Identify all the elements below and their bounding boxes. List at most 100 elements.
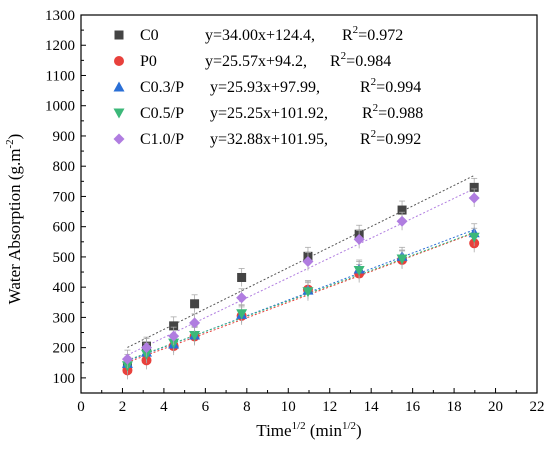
legend-name-c1-0-p: C1.0/P <box>140 131 184 148</box>
data-point-c0 <box>169 321 179 331</box>
y-axis-title: Water Absorption (g.m-2) <box>4 134 24 305</box>
legend-r2-c0-3-p: R2=0.994 <box>360 76 421 96</box>
fit-line-c0-5-p <box>127 231 475 361</box>
x-axis-title-close: ) <box>356 421 362 440</box>
x-axis-title: Time1/2 (min1/2) <box>256 420 361 440</box>
legend-name-p0: P0 <box>140 53 157 70</box>
x-tick-label: 2 <box>119 399 127 415</box>
x-tick-label: 4 <box>160 399 168 415</box>
y-tick-label: 1300 <box>45 8 75 24</box>
y-tick-label: 1100 <box>46 68 75 84</box>
y-tick-label: 700 <box>53 189 76 205</box>
x-tick-label: 0 <box>77 399 85 415</box>
legend-r2-label: R <box>360 131 371 148</box>
x-tick-label: 20 <box>488 399 503 415</box>
x-tick-label: 12 <box>322 399 337 415</box>
data-point-c1-0-p <box>189 317 201 329</box>
y-axis-title-main: Water Absorption (g.m <box>5 148 24 304</box>
x-tick-label: 16 <box>405 399 421 415</box>
x-axis-title-main: Time <box>256 421 291 440</box>
x-axis-title-unit: (min <box>306 421 343 440</box>
y-tick-label: 600 <box>53 220 76 236</box>
legend-marker-p0 <box>114 56 124 66</box>
legend-r2-sup: 2 <box>373 102 379 114</box>
legend-name-c0-5-p: C0.5/P <box>140 105 184 122</box>
legend-r2-c0-5-p: R2=0.988 <box>362 102 423 122</box>
legend-r2-sup: 2 <box>341 50 347 62</box>
fit-line-c1-0-p <box>127 188 475 356</box>
data-point-c1-0-p <box>302 255 314 267</box>
legend-r2-c1-0-p: R2=0.992 <box>360 128 421 148</box>
legend-r2-label: R <box>360 79 371 96</box>
data-point-c1-0-p <box>121 353 133 365</box>
legend-equation-c0-5-p: y=25.25x+101.92, <box>210 105 328 122</box>
legend-r2-label: R <box>342 27 353 44</box>
x-axis-title-sup1: 1/2 <box>292 420 306 432</box>
y-axis-title-close: ) <box>5 134 24 140</box>
axes: 0 2 4 6 8 10 12 14 16 18 20 22100200300400500600700… <box>45 8 545 415</box>
legend-name-c0: C0 <box>140 27 159 44</box>
fit-line-c0-3-p <box>127 229 475 362</box>
legend-r2-sup: 2 <box>371 128 377 140</box>
x-axis-title-sup2: 1/2 <box>342 420 356 432</box>
data-point-c1-0-p <box>353 233 365 245</box>
legend-marker-c0-5-p <box>113 108 125 119</box>
y-tick-label: 800 <box>53 159 76 175</box>
y-axis-title-sup: -2 <box>4 139 16 148</box>
legend-marker-c1-0-p <box>113 133 125 145</box>
data-point-c1-0-p <box>468 192 480 204</box>
data-point-c0 <box>469 182 479 192</box>
y-tick-label: 100 <box>53 371 76 387</box>
data-point-c1-0-p <box>140 342 152 354</box>
legend-r2-value: =0.988 <box>378 105 423 122</box>
data-point-c0 <box>397 205 407 215</box>
legend-r2-value: =0.992 <box>376 131 421 148</box>
data-point-c0-5-p <box>236 309 248 320</box>
legend-r2-sup: 2 <box>371 76 377 88</box>
legend-r2-value: =0.972 <box>358 27 403 44</box>
data-point-c0-5-p <box>353 266 365 277</box>
x-tick-label: 8 <box>243 399 251 415</box>
y-tick-label: 400 <box>53 280 76 296</box>
legend-r2-value: =0.984 <box>346 53 391 70</box>
legend-r2-value: =0.994 <box>376 79 421 96</box>
legend-equation-c1-0-p: y=32.88x+101.95, <box>210 131 328 148</box>
y-tick-label: 300 <box>53 310 76 326</box>
x-tick-label: 6 <box>202 399 210 415</box>
fit-lines <box>127 175 475 363</box>
legend-r2-label: R <box>362 105 373 122</box>
data-point-c0-5-p <box>189 331 201 342</box>
data-point-c0-5-p <box>302 287 314 298</box>
legend-r2-p0: R2=0.984 <box>330 50 391 70</box>
data-points <box>121 177 480 380</box>
fit-line-p0 <box>127 232 475 363</box>
data-point-c0-5-p <box>396 254 408 265</box>
legend-name-c0-3-p: C0.3/P <box>140 79 184 96</box>
data-point-c1-0-p <box>396 215 408 227</box>
data-point-c0-5-p <box>468 232 480 243</box>
legend-marker-c0-3-p <box>113 81 125 92</box>
x-tick-label: 10 <box>281 399 296 415</box>
y-tick-label: 900 <box>53 129 76 145</box>
y-tick-label: 200 <box>53 341 76 357</box>
data-point-c1-0-p <box>168 330 180 342</box>
legend-marker-c0 <box>114 30 124 40</box>
legend-equation-c0-3-p: y=25.93x+97.99, <box>210 79 320 96</box>
fit-line-c0 <box>127 175 475 348</box>
legend-equation-c0: y=34.00x+124.4, <box>205 27 315 44</box>
y-tick-label: 500 <box>53 250 76 266</box>
data-point-c1-0-p <box>236 292 248 304</box>
y-tick-label: 1200 <box>45 38 75 54</box>
legend-r2-sup: 2 <box>353 24 359 36</box>
y-tick-label: 1000 <box>45 99 75 115</box>
x-tick-label: 14 <box>364 399 380 415</box>
x-tick-label: 18 <box>447 399 462 415</box>
legend-equation-p0: y=25.57x+94.2, <box>205 53 307 70</box>
data-point-c0 <box>237 272 247 282</box>
data-point-c0 <box>190 299 200 309</box>
legend-r2-label: R <box>330 53 341 70</box>
legend-r2-c0: R2=0.972 <box>342 24 403 44</box>
x-tick-label: 22 <box>530 399 545 415</box>
